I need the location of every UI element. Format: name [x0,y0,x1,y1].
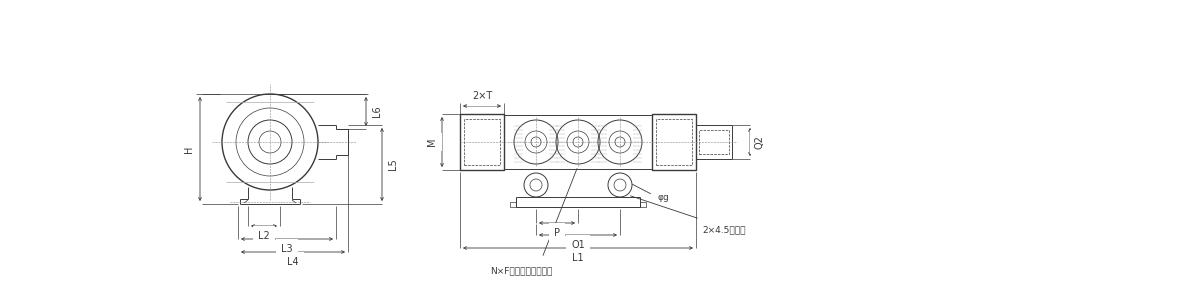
Text: N×F適用チューブ外径: N×F適用チューブ外径 [490,266,552,275]
Text: L2: L2 [258,231,270,241]
Text: Q1: Q1 [571,240,585,250]
Text: L6: L6 [373,106,382,117]
Bar [698,130,730,154]
Bar [657,119,692,165]
Text: L4: L4 [288,257,298,267]
Text: 2×4.5取付穴: 2×4.5取付穴 [702,225,745,234]
Bar [464,119,500,165]
Text: φg: φg [657,193,668,202]
Bar [460,114,504,170]
Text: L3: L3 [282,244,292,254]
Text: 2×T: 2×T [472,91,492,101]
Bar [652,114,696,170]
Text: M: M [426,138,437,146]
Text: L1: L1 [573,253,583,263]
Text: L5: L5 [388,159,398,171]
Text: Q2: Q2 [755,135,766,149]
Text: H: H [184,145,194,153]
Bar [510,202,516,207]
Bar [640,202,646,207]
Text: P: P [553,228,559,238]
